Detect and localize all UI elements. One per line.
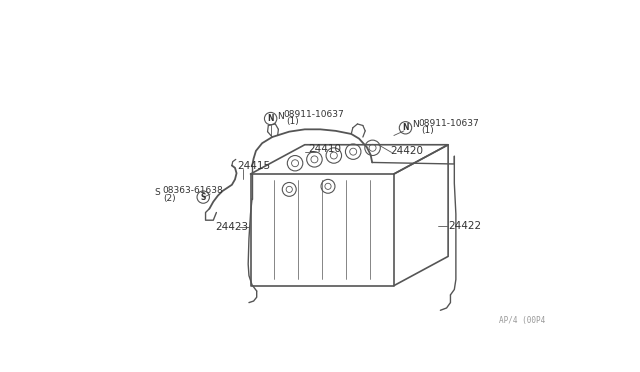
Text: N: N xyxy=(412,120,419,129)
Text: S: S xyxy=(200,193,206,202)
Text: (1): (1) xyxy=(421,126,434,135)
Text: 24410: 24410 xyxy=(308,144,342,154)
Text: 24423: 24423 xyxy=(216,222,249,232)
Text: 24415: 24415 xyxy=(237,161,271,171)
Text: 24422: 24422 xyxy=(448,221,481,231)
Text: AP/4 (00P4: AP/4 (00P4 xyxy=(499,316,545,325)
Text: 08911-10637: 08911-10637 xyxy=(284,110,344,119)
Text: (2): (2) xyxy=(164,194,177,203)
Circle shape xyxy=(264,112,277,125)
Text: N: N xyxy=(268,114,274,123)
Text: N: N xyxy=(277,112,284,121)
Text: 08363-61638: 08363-61638 xyxy=(162,186,223,195)
Text: S: S xyxy=(154,188,160,197)
Text: 24420: 24420 xyxy=(390,146,423,156)
Text: N: N xyxy=(403,123,409,132)
Circle shape xyxy=(197,191,209,203)
Circle shape xyxy=(399,122,412,134)
Text: 08911-10637: 08911-10637 xyxy=(419,119,479,128)
Text: (1): (1) xyxy=(286,117,299,126)
